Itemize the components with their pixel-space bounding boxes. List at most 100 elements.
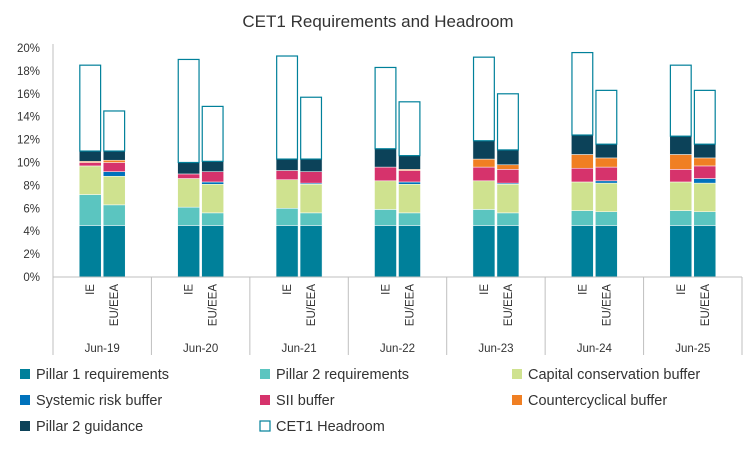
legend-label: CET1 Headroom: [276, 419, 385, 435]
bar-segment: [496, 169, 520, 184]
bar-segment: [201, 181, 224, 185]
bar-segment: [299, 171, 323, 184]
x-bar-label: EU/EEA: [503, 284, 515, 327]
x-bar-label: EU/EEA: [306, 284, 318, 327]
y-tick-label: 16%: [17, 89, 40, 101]
bar-segment: [571, 154, 594, 169]
bar-segment: [472, 180, 496, 210]
x-bar-label: IE: [282, 284, 294, 295]
x-bar-label: EU/EEA: [601, 284, 613, 327]
y-tick-label: 0%: [23, 272, 40, 284]
axes: [52, 44, 743, 355]
y-tick-label: 10%: [17, 158, 40, 170]
bar-segment: [398, 181, 421, 185]
bar-segment: [669, 210, 693, 226]
legend-label: Pillar 2 requirements: [276, 367, 409, 383]
bar-segment: [669, 225, 693, 278]
bar-segment: [374, 225, 397, 278]
x-bar-label: EU/EEA: [700, 284, 712, 327]
bar-segment: [374, 209, 397, 226]
bar-segment: [275, 170, 299, 180]
bar-segment: [78, 194, 102, 226]
bar-segment: [693, 165, 717, 179]
bar-segment: [571, 167, 594, 183]
x-bar-label: IE: [676, 284, 688, 295]
bar-segment: [300, 96, 323, 160]
bar-segment: [472, 56, 495, 142]
bar-segment: [177, 178, 200, 208]
bar-segment: [103, 110, 126, 152]
legend-label: Pillar 2 guidance: [36, 419, 143, 435]
bar-segment: [693, 178, 717, 184]
y-tick-label: 14%: [17, 112, 40, 124]
bar-segment: [472, 140, 496, 160]
bar-segment: [102, 225, 126, 278]
bar-segment: [595, 166, 618, 182]
bar-segment: [398, 225, 421, 278]
bar-segment: [177, 225, 200, 278]
x-group-label: Jun-22: [380, 343, 415, 355]
bar-segment: [693, 225, 717, 278]
bar-segment: [374, 166, 397, 182]
bar-segment: [472, 225, 496, 278]
bar-segment: [374, 66, 397, 150]
bar-segment: [595, 89, 618, 145]
x-bar-label: IE: [381, 284, 393, 295]
bar-segment: [102, 204, 126, 226]
bar-segment: [669, 154, 693, 170]
bar-segment: [79, 64, 102, 152]
bar-segment: [398, 155, 421, 170]
bar-segment: [398, 212, 421, 226]
y-tick-label: 8%: [23, 180, 40, 192]
y-tick-label: 6%: [23, 203, 40, 215]
bar-segment: [102, 162, 126, 172]
x-group-label: Jun-23: [478, 343, 513, 355]
bar-segment: [78, 150, 102, 162]
bar-segment: [693, 143, 717, 159]
legend-swatch: [259, 420, 271, 432]
bar-segment: [201, 105, 224, 162]
x-group-label: Jun-21: [281, 343, 316, 355]
legend: Pillar 1 requirements Pillar 2 requiremen…: [20, 367, 700, 435]
bar-segment: [201, 161, 224, 172]
bar-segment: [374, 180, 397, 210]
legend-label: Systemic risk buffer: [36, 393, 162, 409]
x-bar-label: EU/EEA: [109, 284, 121, 327]
bar-segment: [595, 180, 618, 184]
y-tick-label: 18%: [17, 66, 40, 78]
x-group-label: Jun-19: [85, 343, 120, 355]
bar-segment: [693, 182, 717, 212]
bar-segment: [496, 93, 519, 151]
x-group-label: Jun-24: [577, 343, 613, 355]
x-bar-label: EU/EEA: [405, 284, 417, 327]
bar-segment: [78, 165, 102, 195]
y-tick-label: 12%: [17, 135, 40, 147]
bar-segment: [693, 157, 717, 167]
x-bar-label: IE: [85, 284, 97, 295]
bar-segment: [299, 212, 323, 226]
bar-segment: [201, 171, 224, 183]
bar-segment: [275, 208, 299, 226]
x-bar-label: IE: [479, 284, 491, 295]
bar-segment: [571, 225, 594, 278]
bar-segment: [275, 179, 299, 209]
bar-segment: [177, 58, 200, 164]
bar-segment: [398, 184, 421, 214]
x-axis-labels: IE EU/EEA IE EU/EEA IE EU/EEA IE EU/EEA IE EU/EEA…: [85, 284, 712, 355]
bar-segment: [177, 162, 200, 175]
x-bar-label: EU/EEA: [208, 284, 220, 327]
bar-segment: [571, 181, 594, 211]
bar-segment: [201, 184, 224, 214]
y-tick-label: 20%: [17, 43, 40, 55]
bar-segment: [78, 162, 102, 167]
bar-segment: [669, 135, 693, 155]
y-tick-label: 4%: [23, 226, 40, 238]
bar-segment: [102, 175, 126, 206]
bar-segment: [496, 164, 520, 170]
legend-swatch: [20, 369, 30, 379]
bar-segment: [595, 182, 618, 212]
bar-segment: [669, 64, 692, 137]
legend-swatch: [20, 421, 30, 431]
bar-segment: [177, 206, 200, 226]
y-axis-ticks: 0% 2% 4% 6% 8% 10% 12% 14% 16% 18% 20%: [17, 43, 40, 284]
